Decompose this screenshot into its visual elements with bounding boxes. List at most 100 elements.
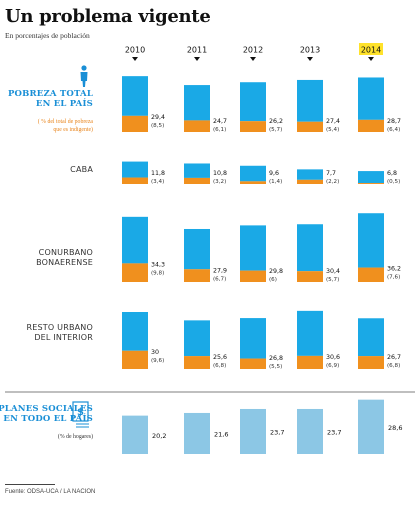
indigent-value-3-2010: (9,6): [151, 358, 164, 364]
total-value-1-2012: 9,6: [269, 170, 279, 177]
person-icon-body: [80, 72, 88, 87]
group-label-0-1: EN EL PAÍS: [36, 97, 93, 109]
indigent-bar-2-2013: [297, 271, 323, 282]
total-value-3-2010: 30: [151, 349, 159, 356]
indigent-value-1-2010: (3,4): [151, 179, 164, 185]
indigent-bar-1-2013: [297, 179, 323, 184]
year-label-2012: 2012: [243, 46, 263, 55]
group-label-2-1: BONAERENSE: [36, 258, 93, 267]
total-bar-0-2010: [122, 76, 148, 116]
total-value-0-2014: 28,7: [387, 118, 401, 125]
total-value-3-2011: 25,6: [213, 354, 227, 361]
group-label-4-1: EN TODO EL PAÍS: [3, 412, 93, 424]
indigent-value-0-2010: (8,5): [151, 123, 164, 129]
year-label-2013: 2013: [300, 46, 320, 55]
indigent-value-1-2011: (3,2): [213, 179, 226, 185]
year-arrow-icon: [194, 57, 200, 61]
indigent-bar-3-2012: [240, 358, 266, 369]
indigent-value-2-2013: (5,7): [326, 277, 339, 283]
group-label-2-0: CONURBANO: [39, 248, 93, 257]
indigent-value-3-2011: (6,8): [213, 363, 226, 369]
planes-value-2011: 21,6: [214, 430, 228, 438]
indigent-bar-1-2012: [240, 181, 266, 184]
total-bar-0-2012: [240, 82, 266, 122]
indigent-value-2-2011: (6,7): [213, 276, 226, 282]
indigent-value-0-2014: (6,4): [387, 127, 400, 133]
total-value-3-2012: 26,8: [269, 355, 283, 362]
planes-bar-2011: [184, 412, 210, 454]
total-value-0-2011: 24,7: [213, 118, 227, 125]
planes-bar-2014: [358, 399, 384, 454]
person-icon: [81, 65, 87, 71]
year-highlight: [359, 43, 383, 55]
indigent-value-3-2014: (6,8): [387, 363, 400, 369]
indigent-bar-0-2014: [358, 119, 384, 132]
total-bar-3-2010: [122, 312, 148, 351]
group-note-0-1: que es indigente): [53, 126, 93, 133]
total-value-2-2014: 36,2: [387, 266, 401, 273]
total-value-2-2012: 29,8: [269, 268, 283, 275]
group-label-1-0: CABA: [70, 165, 93, 174]
indigent-bar-1-2014: [358, 183, 384, 184]
indigent-bar-0-2011: [184, 120, 210, 132]
group-note-0-0: ( % del total de pobreza: [38, 118, 94, 125]
planes-value-2014: 28,6: [388, 424, 402, 432]
total-value-2-2013: 30,4: [326, 268, 340, 275]
total-bar-2-2011: [184, 228, 210, 270]
year-label-2010: 2010: [125, 46, 145, 55]
year-arrow-icon: [307, 57, 313, 61]
planes-bar-2010: [122, 415, 148, 454]
total-bar-1-2011: [184, 163, 210, 178]
indigent-bar-3-2013: [297, 355, 323, 369]
indigent-bar-0-2010: [122, 115, 148, 132]
planes-bar-2012: [240, 408, 266, 454]
group-label-3-1: DEL INTERIOR: [34, 333, 93, 342]
total-bar-0-2014: [358, 77, 384, 120]
indigent-bar-1-2011: [184, 177, 210, 184]
group-label-4-0: PLANES SOCIALES: [0, 404, 93, 414]
indigent-value-1-2014: (0,5): [387, 179, 400, 185]
indigent-bar-2-2011: [184, 269, 210, 282]
total-bar-1-2010: [122, 161, 148, 178]
total-value-1-2013: 7,7: [326, 170, 336, 177]
indigent-value-3-2012: (5,5): [269, 364, 282, 370]
year-arrow-icon: [250, 57, 256, 61]
total-value-3-2013: 30,6: [326, 354, 340, 361]
page-title: Un problema vigente: [5, 6, 211, 27]
indigent-bar-2-2012: [240, 270, 266, 282]
indigent-value-0-2013: (5,4): [326, 127, 339, 133]
total-value-3-2014: 26,7: [387, 354, 401, 361]
total-value-1-2010: 11,8: [151, 170, 165, 177]
total-bar-3-2013: [297, 310, 323, 356]
planes-value-2010: 20,2: [152, 432, 166, 440]
total-bar-1-2013: [297, 169, 323, 180]
planes-value-2012: 23,7: [270, 428, 284, 436]
indigent-value-1-2013: (2,2): [326, 179, 339, 185]
indigent-bar-2-2010: [122, 263, 148, 282]
indigent-bar-3-2014: [358, 356, 384, 369]
indigent-bar-2-2014: [358, 267, 384, 282]
planes-value-2013: 23,7: [327, 428, 341, 436]
indigent-value-3-2013: (6,9): [326, 363, 339, 369]
indigent-bar-1-2010: [122, 177, 148, 184]
indigent-bar-0-2012: [240, 121, 266, 132]
total-value-0-2013: 27,4: [326, 118, 340, 125]
total-bar-3-2011: [184, 320, 210, 357]
total-value-1-2014: 6,8: [387, 170, 397, 177]
group-label-3-0: RESTO URBANO: [27, 323, 93, 332]
total-value-0-2012: 26,2: [269, 118, 283, 125]
year-arrow-icon: [368, 57, 374, 61]
indigent-bar-3-2010: [122, 350, 148, 369]
indigent-value-2-2012: (6): [269, 277, 277, 283]
indigent-value-0-2011: (6,1): [213, 127, 226, 133]
total-value-2-2010: 34,3: [151, 261, 165, 268]
total-bar-3-2012: [240, 318, 266, 359]
group-note-4-0: (% de hogares): [58, 433, 93, 440]
total-bar-0-2011: [184, 85, 210, 121]
source-rule: [5, 484, 55, 485]
total-bar-2-2012: [240, 225, 266, 271]
page-subtitle: En porcentajes de población: [5, 31, 90, 40]
total-bar-2-2010: [122, 216, 148, 264]
indigent-value-2-2014: (7,6): [387, 275, 400, 281]
